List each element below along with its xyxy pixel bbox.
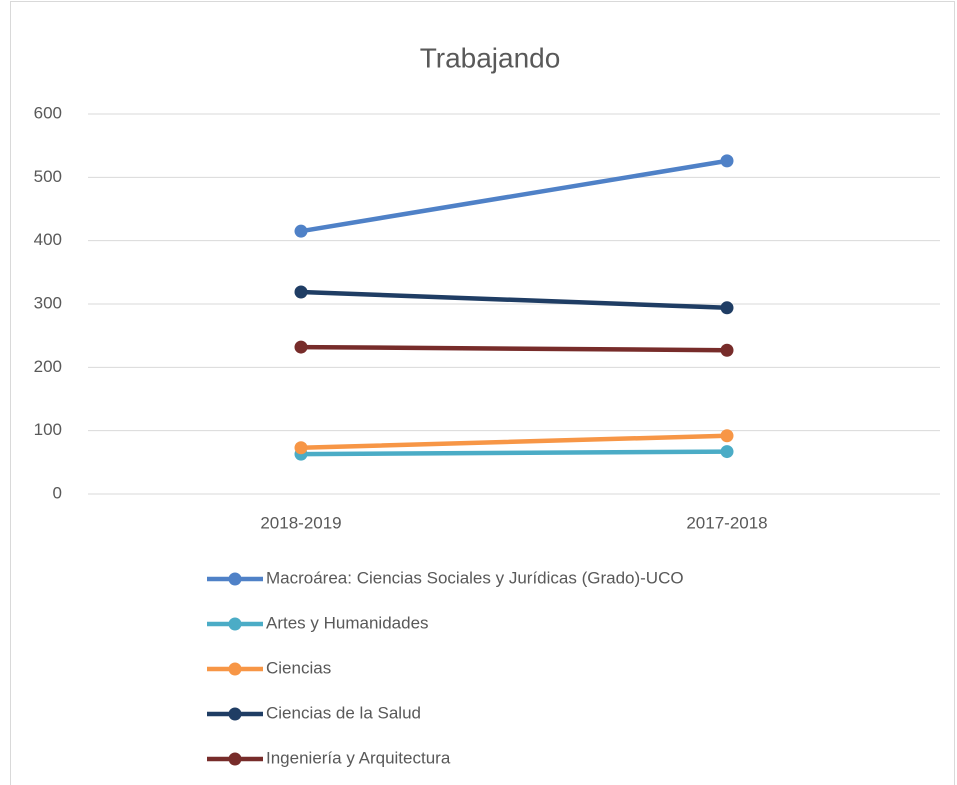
data-point	[294, 441, 308, 455]
data-point	[294, 340, 308, 354]
series-line	[298, 433, 730, 451]
legend-label: Artes y Humanidades	[266, 613, 429, 632]
legend-label: Ingeniería y Arquitectura	[266, 748, 451, 767]
data-point	[720, 154, 734, 168]
legend-marker	[228, 572, 242, 586]
data-point	[720, 429, 734, 443]
chart-title: Trabajando	[420, 42, 561, 73]
y-tick-label: 0	[53, 483, 62, 502]
x-tick-label: 2018-2019	[260, 513, 341, 532]
series-line	[298, 344, 730, 353]
y-tick-label: 300	[34, 293, 62, 312]
legend-marker	[228, 662, 242, 676]
series-line	[298, 449, 730, 457]
legend-label: Ciencias	[266, 658, 331, 677]
chart-border	[10, 1, 955, 785]
y-tick-label: 400	[34, 230, 62, 249]
series-line	[298, 158, 730, 234]
series-line	[298, 289, 730, 311]
y-tick-label: 200	[34, 357, 62, 376]
legend-marker	[228, 752, 242, 766]
data-point	[294, 285, 308, 299]
y-tick-label: 600	[34, 103, 62, 122]
legend-label: Macroárea: Ciencias Sociales y Jurídicas…	[266, 568, 684, 587]
legend-marker	[228, 617, 242, 631]
x-tick-label: 2017-2018	[686, 513, 767, 532]
y-tick-label: 500	[34, 167, 62, 186]
legend-label: Ciencias de la Salud	[266, 703, 421, 722]
data-point	[720, 343, 734, 357]
data-point	[720, 445, 734, 459]
y-tick-label: 100	[34, 420, 62, 439]
data-point	[294, 224, 308, 238]
legend-marker	[228, 707, 242, 721]
data-point	[720, 301, 734, 315]
